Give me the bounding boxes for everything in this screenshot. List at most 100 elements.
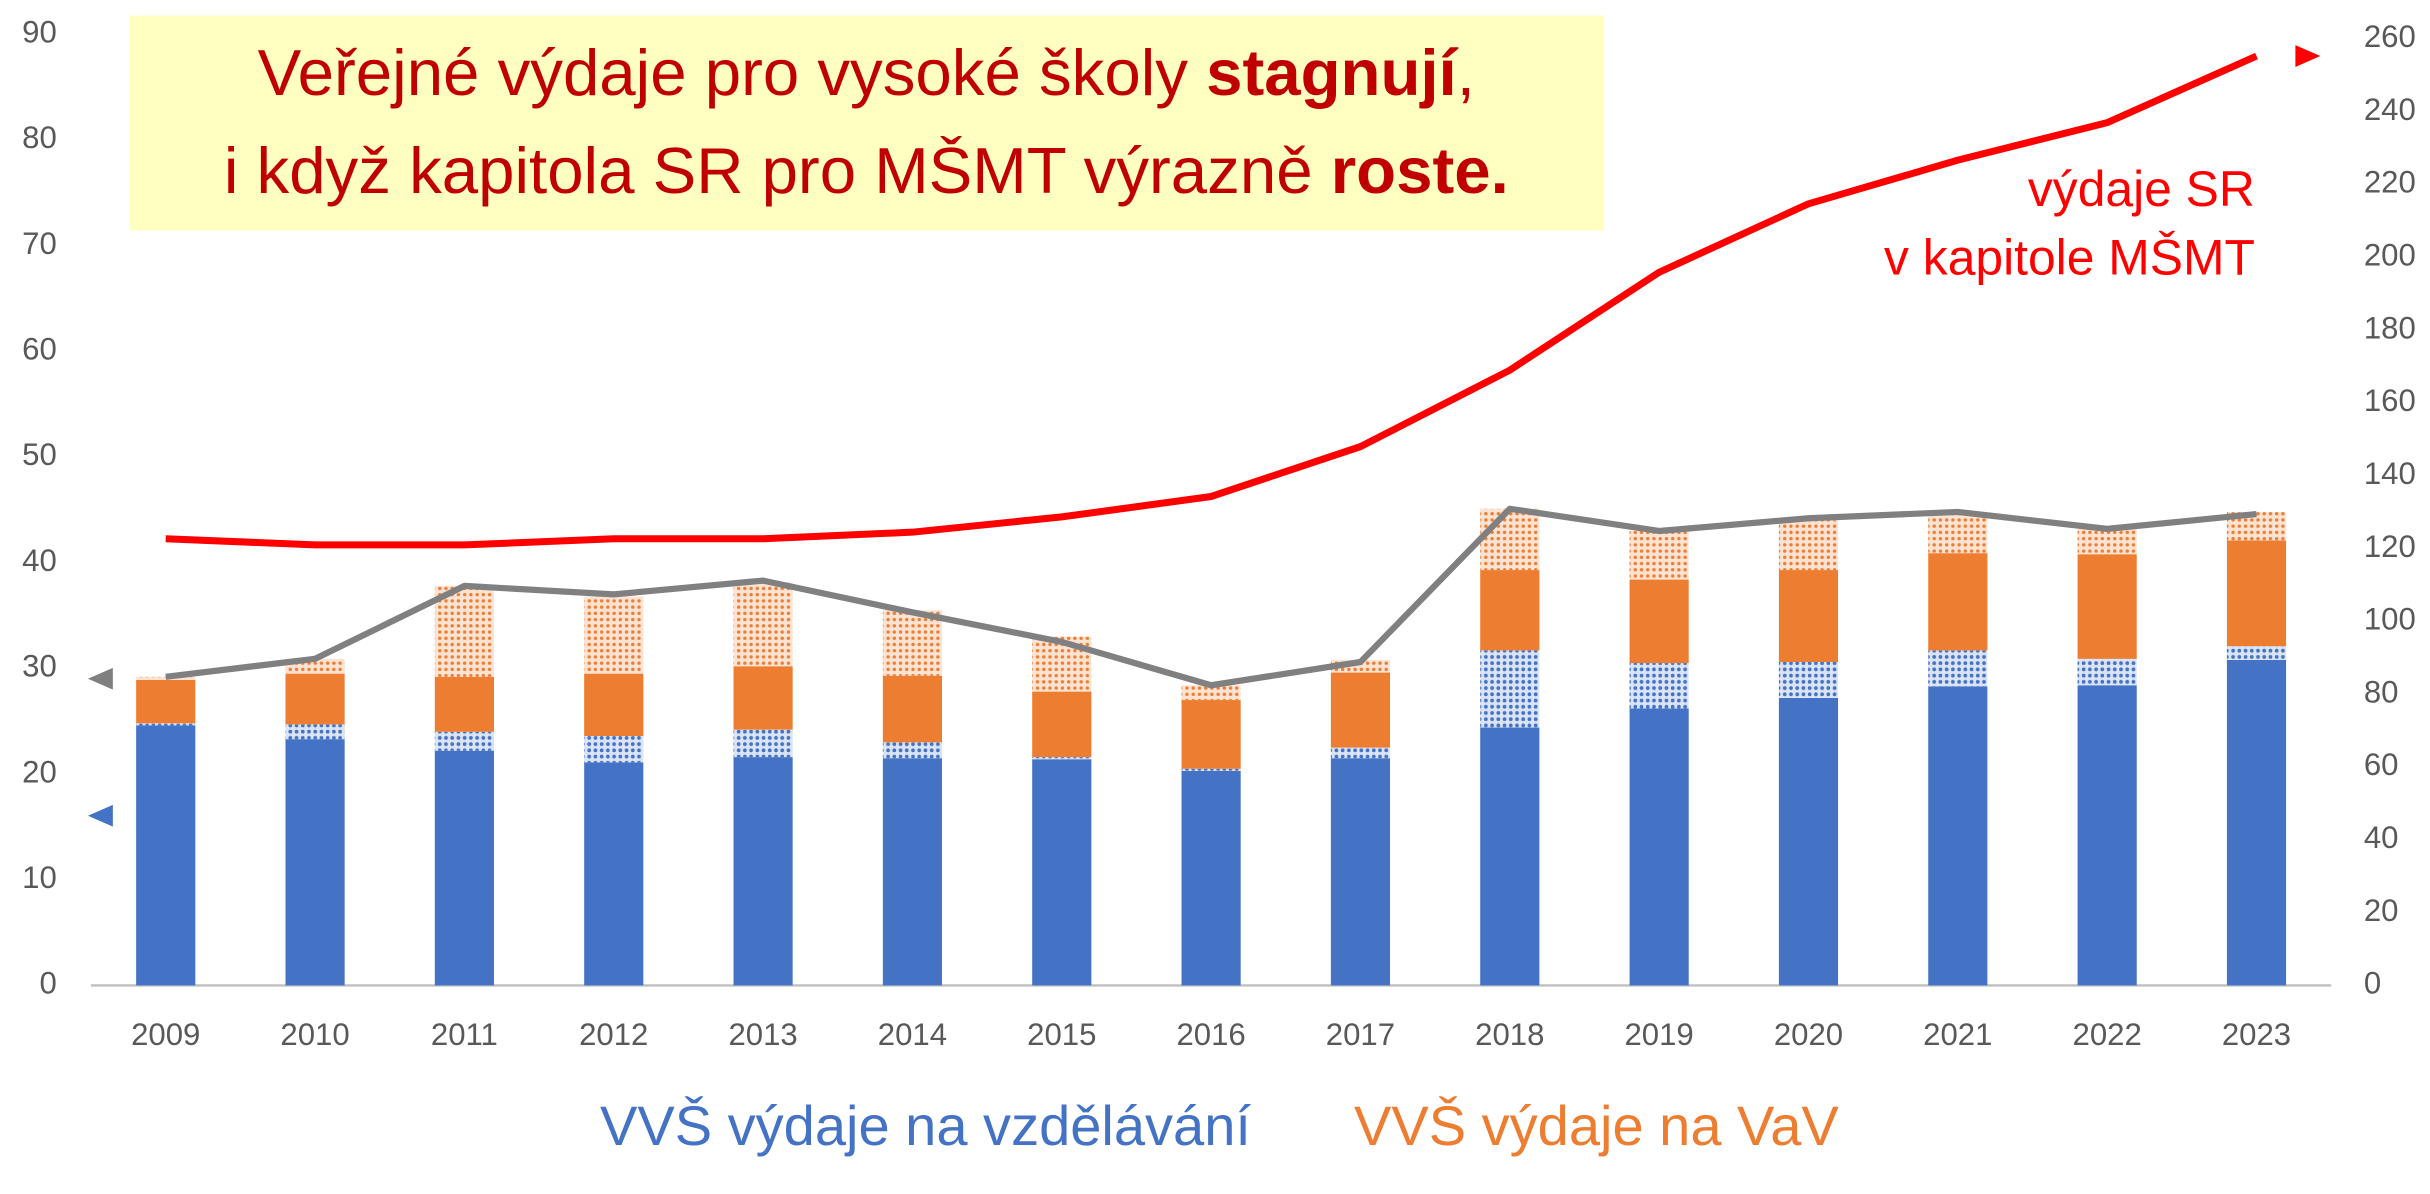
legend-entry: VVŠ výdaje na VaV — [1354, 1094, 1839, 1157]
x-tick-label: 2010 — [280, 1017, 349, 1052]
y2-tick-label: 180 — [2364, 310, 2416, 345]
bar-segment — [584, 673, 644, 736]
bar-segment — [1181, 770, 1241, 986]
bar-segment — [1629, 663, 1689, 709]
bar-segment — [1778, 697, 1839, 986]
title-box — [129, 15, 1605, 231]
bar-segment — [136, 725, 196, 986]
bar-segment — [733, 666, 793, 730]
bar-segment — [1778, 520, 1839, 571]
x-tick-label: 2022 — [2073, 1017, 2142, 1052]
bar-segment — [882, 675, 943, 743]
x-tick-label: 2013 — [728, 1017, 797, 1052]
x-tick-label: 2011 — [431, 1017, 498, 1052]
bar-segment — [285, 673, 345, 725]
x-tick-label: 2020 — [1774, 1017, 1843, 1052]
axis-marker — [87, 667, 113, 690]
y-tick-label: 90 — [22, 14, 57, 49]
bar-segment — [1778, 570, 1839, 663]
bar-segment — [2077, 658, 2137, 686]
bar-segment — [1480, 650, 1540, 728]
title-part: Veřejné výdaje pro vysoké školy — [258, 36, 1206, 109]
bar-segment — [584, 762, 644, 986]
x-tick-label: 2017 — [1326, 1017, 1395, 1052]
bar-segment — [136, 723, 196, 726]
y2-tick-label: 160 — [2364, 383, 2416, 418]
bar-segment — [1330, 747, 1391, 759]
x-tick-label: 2019 — [1625, 1017, 1694, 1052]
title-part: stagnují — [1206, 36, 1458, 109]
y-tick-label: 0 — [39, 966, 56, 1001]
bar-segment — [1181, 768, 1241, 771]
bar-segment — [1928, 553, 1988, 651]
x-tick-label: 2015 — [1027, 1017, 1096, 1052]
bar-segment — [1629, 530, 1689, 580]
bar-segment — [1032, 759, 1092, 986]
bar-segment — [1778, 662, 1839, 698]
y2-tick-label: 100 — [2364, 602, 2416, 637]
y2-tick-label: 140 — [2364, 456, 2416, 491]
bar-segment — [2226, 540, 2287, 647]
x-tick-label: 2009 — [131, 1017, 200, 1052]
bar-segment — [733, 729, 793, 758]
y2-tick-label: 240 — [2364, 92, 2416, 127]
bar-segment — [733, 757, 793, 986]
y2-tick-label: 80 — [2364, 674, 2399, 709]
y-tick-label: 80 — [22, 120, 57, 155]
y2-tick-label: 40 — [2364, 820, 2399, 855]
bar-segment — [882, 610, 943, 676]
x-tick-label: 2023 — [2222, 1017, 2291, 1052]
title-part: , — [1457, 36, 1475, 109]
bar-segment — [1330, 758, 1391, 986]
y2-tick-label: 0 — [2364, 966, 2381, 1001]
chart-title: i když kapitola SR pro MŠMT výrazně rost… — [224, 134, 1509, 207]
annotation: výdaje SR — [2028, 161, 2255, 217]
y2-tick-label: 260 — [2364, 19, 2416, 54]
bar-segment — [1928, 650, 1988, 687]
bar-segment — [2226, 659, 2287, 986]
bar-segment — [1330, 672, 1391, 748]
bar-segment — [434, 750, 494, 986]
legend-entry: VVŠ výdaje na vzdělávání — [600, 1094, 1251, 1157]
y-tick-label: 20 — [22, 754, 57, 789]
bar-segment — [882, 758, 943, 986]
y2-tick-label: 60 — [2364, 747, 2399, 782]
bar-segment — [584, 735, 644, 763]
bar-segment — [1629, 708, 1689, 986]
y-tick-label: 40 — [22, 543, 57, 578]
y2-tick-label: 220 — [2364, 165, 2416, 200]
bar-segment — [2077, 554, 2137, 659]
bar-segment — [434, 676, 494, 732]
bar-segment — [1032, 691, 1092, 758]
bar-segment — [2077, 685, 2137, 986]
bar-segment — [136, 679, 196, 724]
bar-segment — [434, 731, 494, 751]
y-tick-label: 30 — [22, 649, 57, 684]
bar-segment — [1928, 514, 1988, 554]
bar-segment — [1928, 686, 1988, 986]
axis-marker — [87, 804, 113, 827]
bar-segment — [434, 585, 494, 677]
x-tick-label: 2021 — [1923, 1017, 1992, 1052]
bar-segment — [1629, 579, 1689, 664]
bar-segment — [1480, 508, 1540, 571]
bar-segment — [1032, 757, 1092, 760]
y-tick-label: 10 — [22, 860, 57, 895]
axis-marker — [2295, 45, 2321, 67]
chart-title: Veřejné výdaje pro vysoké školy stagnují… — [258, 36, 1475, 109]
bar-segment — [2226, 646, 2287, 660]
annotation: v kapitole MŠMT — [1884, 230, 2255, 286]
bar-segment — [1480, 727, 1540, 986]
title-part: roste. — [1331, 134, 1509, 207]
line-series — [165, 505, 2257, 689]
y-tick-label: 50 — [22, 437, 57, 472]
y-tick-label: 70 — [22, 226, 57, 261]
bar-segment — [2077, 528, 2137, 555]
x-tick-label: 2014 — [878, 1017, 947, 1052]
x-tick-label: 2012 — [579, 1017, 648, 1052]
title-part: i když kapitola SR pro MŠMT výrazně — [224, 134, 1331, 207]
bar-segment — [285, 739, 345, 986]
bar-segment — [136, 676, 196, 680]
